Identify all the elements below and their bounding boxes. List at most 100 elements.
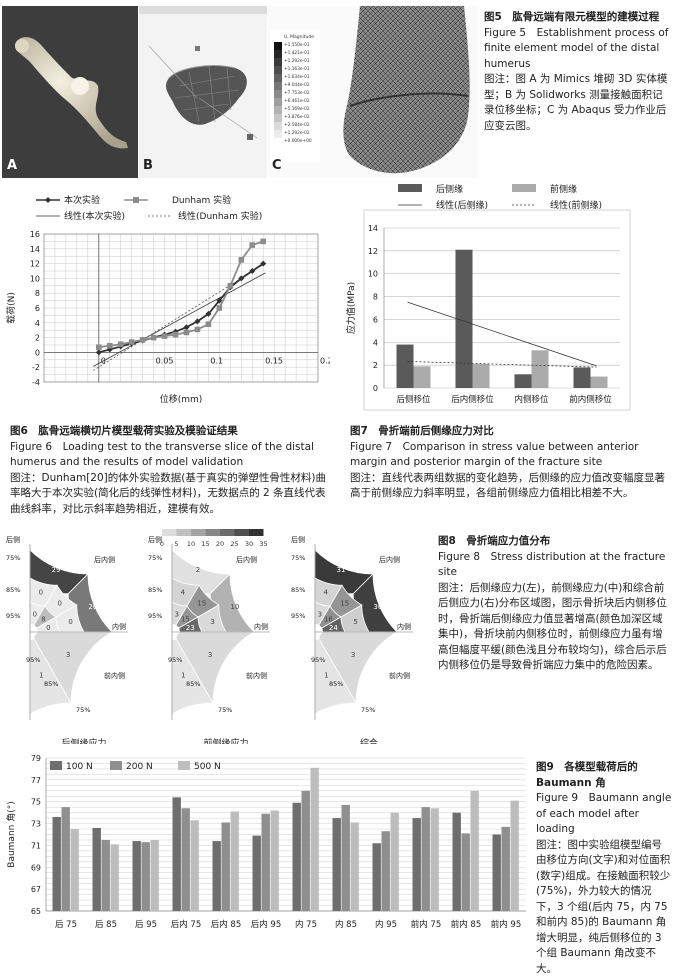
fig6-line-chart: -4-2024681012141600.050.10.150.2位移(mm)载荷… [0,186,330,420]
y-tick-label: 10 [30,274,40,283]
stress-value: 0 [57,599,61,607]
x-tick-label: 0.1 [210,356,223,365]
bar-anterior [591,377,608,388]
scale-swatch [177,529,192,536]
x-tick-label: 内侧移位 [514,394,549,405]
bar-500n [511,801,519,911]
stress-value: 3 [175,611,179,619]
edge-label-front-inner: 前内侧 [246,671,267,680]
y-tick-label: 4 [373,338,378,347]
ring-label: 85% [329,680,343,688]
bar-100n [453,813,461,911]
legend-label: 线性(后侧缘) [436,199,488,211]
stress-value: 4 [181,588,186,596]
stress-value: 31 [337,566,346,574]
scale-swatch [206,529,221,536]
fig5-caption-cn: 图5 肱骨远端有限元模型的建模过程 [484,10,670,26]
y-axis-label: 应力值(MPa) [345,282,357,334]
y-tick-label: 6 [373,315,378,324]
bar-500n [351,822,359,911]
colorbar-value: +5.169e-02 [284,106,310,112]
panel-label-c: C [272,158,282,173]
bar-200n [222,822,230,911]
colorbar-value: +0.000e+00 [284,138,312,144]
bar-100n [333,818,341,911]
x-tick-label: 后 95 [135,919,157,930]
bar-posterior [574,367,591,388]
trendline-2 [408,361,597,367]
legend-label: Dunham 实验 [172,194,231,206]
stress-value: 10 [230,603,239,611]
bar-500n [431,808,439,911]
legend-label: 线性(前侧缘) [550,199,602,211]
bar-500n [191,820,199,911]
scale-swatch [249,529,264,536]
x-tick-label: 前内 85 [451,919,482,930]
x-tick-label: 0.15 [265,356,283,365]
x-tick-label: 后 75 [55,919,77,930]
y-tick-label: 73 [31,820,41,829]
data-point [260,239,266,245]
fig7-note: 图注：直线代表两组数据的变化趋势，后侧缘的应力值改变幅度显著高于前侧缘应力斜率明… [350,471,672,502]
stress-value: 0 [46,624,50,632]
legend-marker [133,197,139,203]
x-tick-label: 0.2 [320,356,330,365]
scale-tick-label: 20 [216,540,224,548]
data-point [140,337,146,343]
colorbar-value: +1.163e-01 [284,66,310,72]
bar-posterior [397,345,414,388]
legend-marker [45,197,51,203]
legend-label: 500 N [194,762,221,772]
colorbar-value: +1.034e-01 [284,74,310,80]
edge-label-back-inner: 后内侧 [94,555,115,564]
humerus-3d-model-image [2,6,138,178]
y-tick-label: -4 [32,378,40,387]
y-tick-label: 77 [31,776,41,785]
fig6-caption-cn: 图6 肱骨远端横切片模型载荷实验及模验证结果 [10,424,332,440]
fig5-caption-en: Figure 5 Establishment process of finite… [484,26,670,73]
y-tick-label: -2 [32,363,40,372]
y-axis-label: 载荷(N) [5,292,17,324]
ring-label: 85% [6,586,20,594]
edge-label-back-inner: 后内侧 [236,555,257,564]
edge-label-back: 后侧 [291,535,305,544]
stress-value: 15 [197,599,206,607]
bar-500n [151,840,159,911]
bar-500n [311,768,319,911]
data-point [162,333,168,339]
fig8-caption-cn: 图8 骨折端应力值分布 [438,534,672,550]
colorbar-value: +6.461e-02 [284,98,310,104]
bar-100n [213,841,221,911]
data-point [249,242,255,248]
data-point [173,332,179,338]
stress-value: 3 [318,611,322,619]
scale-swatch [162,529,177,536]
ring-label: 85% [291,586,305,594]
edge-label-front-inner: 前内侧 [104,671,125,680]
fig9-caption-cn: 图9 各模型载荷后的 Baumann 角 [536,760,672,791]
stress-value: 4 [324,588,329,596]
stress-value: 0 [68,618,72,626]
stress-value: 3 [208,651,212,659]
x-tick-label: 内 75 [295,919,317,930]
bar-100n [253,836,261,911]
y-tick-label: 65 [31,907,41,916]
fig6-caption-en: Figure 6 Loading test to the transverse … [10,440,332,471]
fig6-note: 图注：Dunham[20]的体外实验数据(基于真实的弹塑性骨性材料)曲率略大于本… [10,471,332,518]
y-tick-label: 8 [373,293,378,302]
fig8-caption-en: Figure 8 Stress distribution at the frac… [438,550,672,581]
y-tick-label: 14 [368,224,378,233]
bar-500n [391,813,399,911]
x-tick-label: 前内侧移位 [569,394,612,405]
bar-200n [302,791,310,911]
bar-100n [53,817,61,911]
ring-label: 75% [361,706,375,714]
bar-100n [373,843,381,911]
stress-value: 1 [181,672,185,680]
bar-200n [182,808,190,911]
bar-500n [271,810,279,911]
bar-200n [502,827,510,911]
bar-200n [62,807,70,911]
data-point [129,339,135,345]
